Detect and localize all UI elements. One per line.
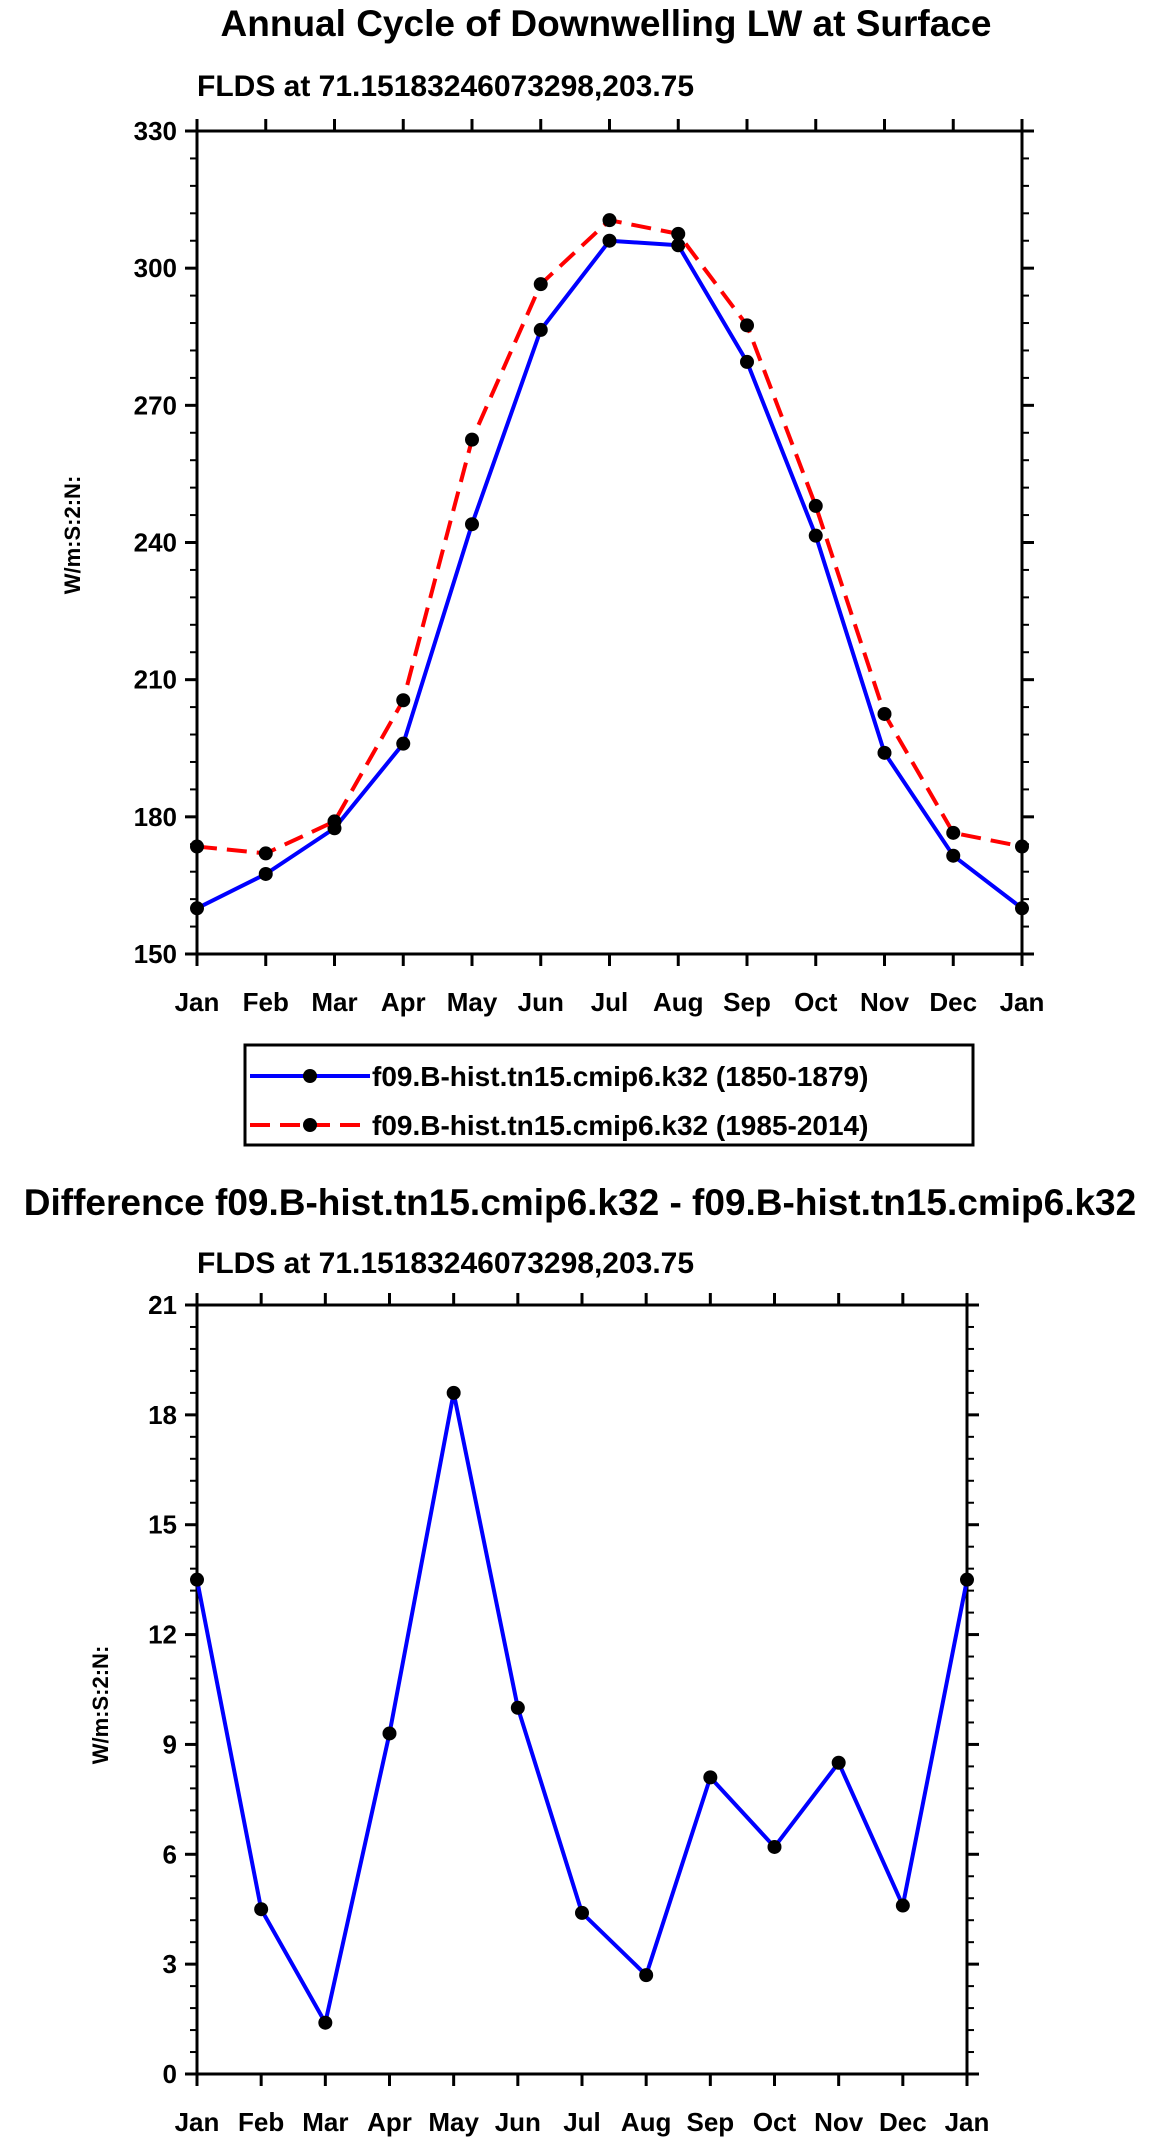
chart2-series-1-point — [767, 1839, 782, 1854]
chart1-xtick-label: Nov — [860, 987, 910, 1017]
legend-label-series-1: f09.B-hist.tn15.cmip6.k32 (1850-1879) — [372, 1061, 868, 1092]
chart2-ytick-label: 6 — [163, 1839, 177, 1869]
chart2-series-1-point — [382, 1726, 397, 1741]
chart1-ytick-label: 270 — [134, 390, 177, 420]
chart2-series-1-point — [895, 1898, 910, 1913]
chart2-series-1-point — [510, 1700, 525, 1715]
chart1-series-2-point — [946, 825, 961, 840]
chart2-xtick-label: Jan — [175, 2107, 220, 2137]
legend-marker-series-2 — [303, 1118, 317, 1132]
chart2-series-1-point — [575, 1905, 589, 1920]
chart1-legend: f09.B-hist.tn15.cmip6.k32 (1850-1879) f0… — [243, 1043, 975, 1147]
chart2-title: Difference f09.B-hist.tn15.cmip6.k32 - f… — [24, 1182, 1136, 1223]
chart1-xtick-label: Oct — [794, 987, 838, 1017]
legend-label-series-2: f09.B-hist.tn15.cmip6.k32 (1985-2014) — [372, 1110, 868, 1141]
chart1-ytick-label: 240 — [134, 528, 177, 558]
chart1-series-2-point — [327, 814, 342, 829]
chart2-xtick-label: Mar — [302, 2107, 348, 2137]
chart1-xtick-label: Jul — [591, 987, 629, 1017]
chart1-xtick-label: Mar — [311, 987, 357, 1017]
chart1-xtick-label: Jan — [1000, 987, 1045, 1017]
chart2-ytick-label: 0 — [163, 2059, 177, 2089]
chart1-series-2-point — [671, 226, 686, 241]
chart1-series-1-point — [190, 901, 204, 916]
chart2-xtick-label: Aug — [621, 2107, 672, 2137]
chart1-series-1-point — [396, 736, 411, 751]
chart1-ytick-label: 330 — [134, 116, 177, 146]
chart1-ytick-label: 210 — [134, 665, 177, 695]
chart1-title: Annual Cycle of Downwelling LW at Surfac… — [221, 3, 992, 44]
chart2-series-1-point — [190, 1572, 204, 1587]
chart1-series-2-point — [396, 693, 411, 708]
chart1-series-2-point — [190, 839, 204, 854]
chart1-series-1-point — [465, 517, 479, 532]
chart1-xtick-label: Aug — [653, 987, 704, 1017]
chart1-xtick-label: Sep — [723, 987, 771, 1017]
chart2-series-1-point — [831, 1755, 846, 1770]
chart2-series-1-point — [318, 2015, 333, 2030]
chart2-ytick-label: 21 — [148, 1290, 177, 1320]
chart1-plot-frame — [195, 129, 1024, 956]
chart1-ytick-label: 180 — [134, 802, 177, 832]
chart1-series-1-point — [258, 866, 273, 881]
chart1-subtitle: FLDS at 71.15183246073298,203.75 — [197, 70, 694, 103]
chart1-series-1-point — [808, 528, 823, 543]
chart1-series-line-2 — [196, 218, 1023, 856]
chart2-xtick-label: Apr — [367, 2107, 412, 2137]
chart2-ytick-label: 3 — [163, 1949, 177, 1979]
chart1-series-1-point — [671, 238, 686, 253]
chart2-xtick-label: Jan — [945, 2107, 990, 2137]
chart1-plot: 150 180 210 240 270 300 330 Jan Feb Mar Apr May Jun J… — [134, 116, 1045, 1017]
chart1-xtick-label: Jun — [518, 987, 564, 1017]
chart2-series-1-point — [703, 1770, 718, 1785]
chart1-series-1-point — [533, 322, 548, 337]
chart2-xtick-label: Oct — [753, 2107, 797, 2137]
chart1-series-2-point — [808, 498, 823, 513]
chart2-xtick-label: Jun — [495, 2107, 541, 2137]
chart1-series-2-point — [877, 706, 892, 721]
chart1-xtick-label: Jan — [175, 987, 220, 1017]
chart1-ylabel: W/m:S:2:N: — [60, 476, 85, 595]
chart2-xtick-label: Jul — [563, 2107, 601, 2137]
chart2-plot-frame — [195, 1303, 969, 2076]
legend-box — [243, 1043, 975, 1147]
chart1-series-2-point — [258, 846, 273, 861]
chart1-series-1-point — [877, 745, 892, 760]
chart1-series-2-point — [465, 432, 479, 447]
chart1-series-1-point — [1015, 901, 1029, 916]
chart1-series-2-point — [1015, 839, 1029, 854]
chart1-xtick-label: May — [447, 987, 498, 1017]
chart1-series-line-1 — [196, 238, 1024, 911]
chart1-ytick-label: 300 — [134, 253, 177, 283]
chart2-xtick-label: Feb — [238, 2107, 284, 2137]
chart1-xtick-label: Dec — [929, 987, 977, 1017]
chart2-series-1-point — [254, 1902, 269, 1917]
chart2-ylabel: W/m:S:2:N: — [88, 1646, 113, 1765]
chart2-plot: 0 3 6 9 12 15 18 21 Jan Feb Mar Apr May Jun Jul Aug Sep O… — [148, 1290, 989, 2137]
chart1-xtick-label: Apr — [381, 987, 426, 1017]
chart2-ytick-label: 9 — [163, 1729, 177, 1759]
chart1-series-1-point — [740, 354, 754, 369]
chart1-series-2-point — [740, 318, 754, 333]
chart1-ytick-label: 150 — [134, 939, 177, 969]
chart2-subtitle: FLDS at 71.15183246073298,203.75 — [197, 1247, 694, 1280]
legend-marker-series-1 — [303, 1069, 317, 1083]
chart2-series-1-point — [446, 1385, 461, 1400]
chart2-xtick-label: Sep — [686, 2107, 734, 2137]
chart2-ytick-label: 12 — [148, 1620, 177, 1650]
chart2-series-1-point — [960, 1572, 974, 1587]
chart2-xtick-label: Nov — [814, 2107, 864, 2137]
chart2-series-line-1 — [195, 1390, 969, 2025]
chart1-series-1-point — [602, 233, 617, 248]
chart2-series-1-point — [639, 1968, 654, 1983]
chart2-xtick-label: May — [428, 2107, 479, 2137]
chart2-ytick-label: 18 — [148, 1400, 177, 1430]
chart1-series-1-point — [946, 848, 961, 863]
chart1-xtick-label: Feb — [243, 987, 289, 1017]
chart2-xtick-label: Dec — [879, 2107, 927, 2137]
chart2-ytick-label: 15 — [148, 1510, 177, 1540]
chart1-series-2-point — [533, 277, 548, 292]
chart1-series-2-point — [602, 213, 617, 228]
